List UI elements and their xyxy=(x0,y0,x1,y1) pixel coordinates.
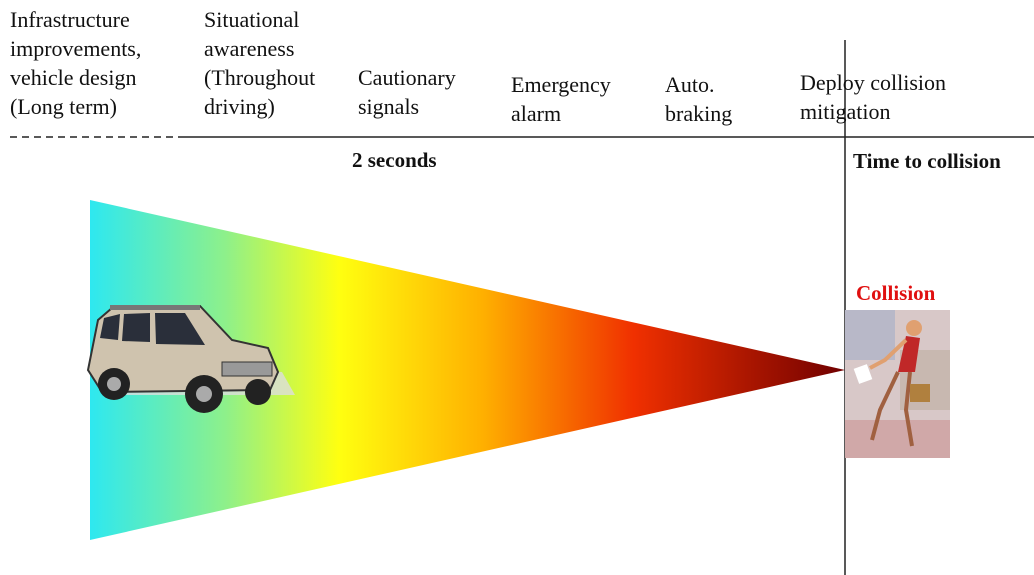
car-icon xyxy=(86,304,295,413)
stage-label: mitigation xyxy=(800,99,890,124)
stage-label: braking xyxy=(665,101,732,126)
stage-label: signals xyxy=(358,94,419,119)
pedestrian-icon xyxy=(845,310,950,458)
stage-label: Auto. xyxy=(665,72,715,97)
stage-label: alarm xyxy=(511,101,561,126)
stage-label: vehicle design xyxy=(10,65,136,90)
axis-label: Time to collision xyxy=(853,149,1001,173)
stage-label: improvements, xyxy=(10,36,141,61)
interval-label: 2 seconds xyxy=(352,148,437,172)
stage-label: (Throughout xyxy=(204,65,315,90)
stage-label: Cautionary xyxy=(358,65,456,90)
stage-label: Situational xyxy=(204,7,299,32)
warning-cone xyxy=(90,200,845,540)
stage-label: Deploy collision xyxy=(800,70,946,95)
stage-label: (Long term) xyxy=(10,94,117,119)
stage-label: awareness xyxy=(204,36,294,61)
event-label: Collision xyxy=(856,281,936,305)
stage-label: driving) xyxy=(204,94,275,119)
stage-label: Infrastructure xyxy=(10,7,130,32)
stage-label: Emergency xyxy=(511,72,611,97)
